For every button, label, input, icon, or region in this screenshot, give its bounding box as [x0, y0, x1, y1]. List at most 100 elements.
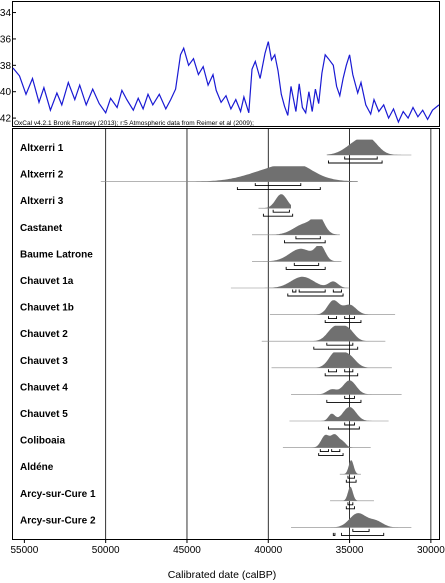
range-bar [344, 316, 355, 320]
range-bar [340, 532, 385, 536]
range-bar [344, 156, 378, 160]
range-bar [324, 320, 362, 324]
x-axis-label: Calibrated date (calBP) [168, 569, 277, 581]
posterior-distribution [282, 434, 371, 448]
x-tick-label: 55000 [10, 545, 38, 556]
range-bar [327, 160, 383, 164]
range-bar [327, 316, 338, 320]
site-label: Altxerri 3 [20, 196, 64, 207]
range-bar [327, 369, 338, 373]
atmospheric-panel-frame [12, 1, 440, 127]
range-bar [298, 289, 326, 293]
site-label: Castanet [20, 223, 63, 234]
range-bar [292, 289, 297, 293]
range-bar [326, 342, 354, 346]
atmospheric-curve-line [12, 41, 440, 124]
posterior-distribution [291, 380, 402, 395]
oxcal-credit-text: OxCal v4.2.1 Bronk Ramsey (2013); r:5 At… [14, 120, 254, 127]
posterior-distribution [258, 194, 291, 209]
site-row: Altxerri 3 [20, 194, 294, 217]
site-label: Aldéne [20, 462, 54, 473]
site-row: Chauvet 2 [20, 325, 386, 350]
site-label: Chauvet 2 [20, 329, 68, 340]
range-bar [332, 532, 336, 536]
site-row: Coliboaia [20, 434, 371, 457]
main-panel-frame [12, 128, 440, 540]
atmospheric-y-tick-label: -42 [0, 114, 11, 125]
site-label: Arcy-sur-Cure 1 [20, 489, 96, 500]
posterior-distribution [252, 219, 340, 235]
site-label: Chauvet 1b [20, 303, 74, 314]
range-bar [318, 453, 344, 457]
x-tick-label: 40000 [254, 545, 282, 556]
posterior-distribution [271, 352, 392, 368]
site-row: Chauvet 3 [20, 352, 392, 377]
x-axis-ticks: 55000 50000 45000 40000 35000 30000 [10, 539, 445, 556]
range-bar [331, 449, 341, 453]
range-bar [287, 293, 344, 297]
posterior-distribution [269, 300, 396, 315]
x-tick-label: 50000 [92, 545, 120, 556]
range-bar [319, 449, 329, 453]
x-tick-label: 30000 [417, 545, 445, 556]
posterior-distribution [289, 407, 389, 421]
site-row: Chauvet 5 [20, 407, 389, 430]
range-bar [344, 395, 355, 399]
site-label: Chauvet 1a [20, 276, 74, 287]
range-bar [262, 213, 294, 217]
atmospheric-y-tick-label: -40 [0, 87, 11, 98]
posterior-distribution [326, 139, 412, 155]
range-bar [344, 422, 355, 426]
posterior-distribution [261, 325, 386, 342]
site-label: Baume Latrone [20, 249, 93, 260]
site-row: Arcy-sur-Cure 2 [20, 513, 412, 536]
range-bar [345, 506, 355, 510]
site-row: Aldéne [20, 460, 361, 483]
site-distributions: Altxerri 1 Altxerri 2 Altxerri 3 Castanet Ba… [20, 139, 412, 536]
range-bar [254, 183, 302, 187]
vertical-gridlines [105, 129, 432, 539]
site-label: Arcy-sur-Cure 2 [20, 515, 96, 526]
posterior-distribution [330, 486, 374, 501]
site-row: Chauvet 1b [20, 300, 396, 324]
atmospheric-y-tick-label: -36 [0, 34, 11, 45]
posterior-distribution [100, 166, 358, 182]
site-row: Arcy-sur-Cure 1 [20, 486, 374, 510]
site-row: Altxerri 1 [20, 139, 412, 164]
x-tick-label: 35000 [336, 545, 364, 556]
site-row: Altxerri 2 [20, 166, 358, 191]
site-row: Chauvet 1a [20, 276, 350, 297]
site-row: Baume Latrone [20, 246, 342, 270]
site-label: Coliboaia [20, 436, 65, 447]
range-bar [313, 346, 359, 350]
posterior-distribution [339, 460, 361, 475]
site-label: Altxerri 1 [20, 143, 64, 154]
site-row: Castanet [20, 219, 340, 244]
range-bar [285, 266, 326, 270]
site-label: Altxerri 2 [20, 170, 64, 181]
range-bar [236, 187, 321, 191]
site-row: Chauvet 4 [20, 380, 402, 403]
range-bar [332, 289, 342, 293]
range-bar [284, 240, 326, 244]
posterior-distribution [252, 246, 342, 262]
range-bar [344, 369, 354, 373]
posterior-distribution [230, 276, 350, 288]
site-label: Chauvet 4 [20, 382, 68, 393]
range-bar [293, 262, 320, 266]
range-bar [324, 373, 359, 377]
atmospheric-y-tick-label: -34 [0, 8, 11, 19]
range-bar [347, 475, 355, 479]
range-bar [347, 502, 354, 506]
atmospheric-y-ticks: -34 -36 -38 -40 -42 [0, 8, 16, 125]
range-bar [272, 209, 290, 213]
range-bar [295, 236, 321, 240]
site-label: Chauvet 5 [20, 409, 68, 420]
range-bar [345, 479, 357, 483]
x-tick-label: 45000 [173, 545, 201, 556]
range-bar [327, 426, 360, 430]
atmospheric-y-tick-label: -38 [0, 61, 11, 72]
range-bar [326, 399, 362, 403]
range-bar [352, 528, 370, 532]
